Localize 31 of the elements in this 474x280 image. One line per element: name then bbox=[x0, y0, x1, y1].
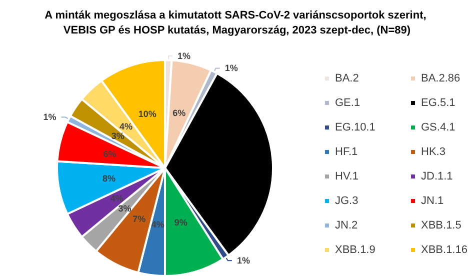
legend-label: EG.5.1 bbox=[421, 97, 456, 109]
legend-label: EG.10.1 bbox=[335, 122, 376, 134]
legend-label: XBB.1.9 bbox=[335, 244, 376, 256]
data-label: 10% bbox=[138, 108, 156, 119]
data-label: 1% bbox=[224, 63, 238, 74]
legend-label: HV.1 bbox=[335, 170, 358, 182]
data-label: 3% bbox=[118, 203, 132, 214]
legend-label: XBB.1.5 bbox=[421, 220, 462, 232]
data-label: 1% bbox=[178, 51, 191, 62]
legend-label: BA.2.86 bbox=[421, 72, 460, 84]
data-label: 8% bbox=[102, 174, 116, 184]
legend-label: HF.1 bbox=[335, 146, 358, 158]
data-label: 4% bbox=[110, 194, 124, 204]
data-label: 9% bbox=[174, 218, 188, 228]
legend-label: JG.3 bbox=[335, 195, 358, 207]
data-label: 6% bbox=[172, 108, 186, 118]
legend-label: HK.3 bbox=[421, 146, 446, 158]
legend-label: JN.2 bbox=[335, 220, 358, 232]
legend-label: JN.1 bbox=[421, 195, 444, 207]
chart-title: A minták megoszlása a kimutatott SARS-CoV-2 variánscsoportok szerint, VEBIS GP és HOSP kutatás, Magyarország, 2023 szept-dec, (N=89) bbox=[44, 10, 430, 36]
legend-label: BA.2 bbox=[335, 72, 359, 84]
legend-label: XBB.1.16 bbox=[421, 244, 468, 256]
data-label: 1% bbox=[43, 112, 56, 122]
data-label: 1% bbox=[236, 256, 250, 266]
data-label: 6% bbox=[103, 148, 116, 159]
data-label: 3% bbox=[111, 130, 124, 141]
data-label: 4% bbox=[119, 121, 132, 132]
legend-label: GE.1 bbox=[335, 97, 360, 109]
legend-label: JD.1.1 bbox=[421, 170, 453, 182]
legend-label: GS.4.1 bbox=[421, 122, 456, 134]
data-label: 7% bbox=[132, 214, 146, 224]
